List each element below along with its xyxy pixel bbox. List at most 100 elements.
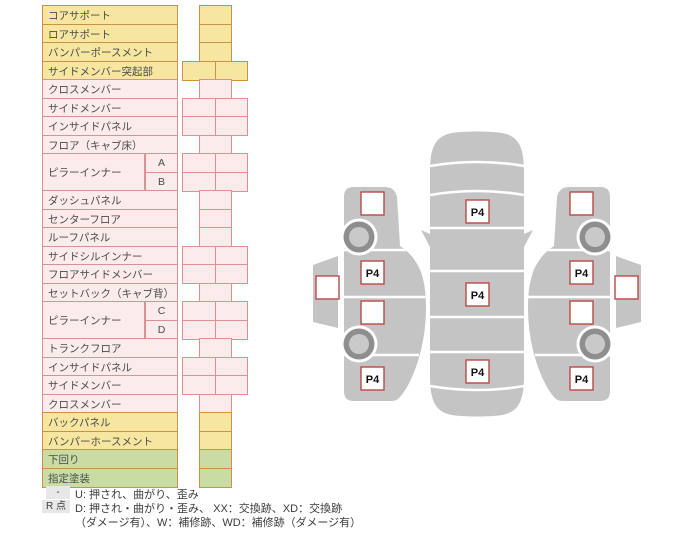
damage-state-cell[interactable] <box>198 209 232 229</box>
wheel-icon <box>340 325 378 363</box>
damage-state-cell[interactable] <box>182 264 216 284</box>
svg-text:P4: P4 <box>366 268 380 280</box>
damage-state-cell[interactable] <box>182 301 216 321</box>
marker-center-trunk[interactable]: P4 <box>465 359 490 384</box>
part-label: セットバック（キャブ背） <box>42 283 178 303</box>
legend-text-d: D: 押され・曲がり・歪み、 XX：交換跡、XD：交換跡 <box>75 503 343 515</box>
mirror-left <box>421 230 430 247</box>
part-label: センターフロア <box>42 209 178 229</box>
damage-state-cell[interactable] <box>198 338 232 358</box>
legend-text-u: U: 押され、曲がり、歪み <box>75 489 199 501</box>
part-label: サイドメンバー <box>42 375 178 395</box>
damage-state-cell[interactable] <box>182 246 216 266</box>
part-label: バンパーポースメント <box>42 42 178 62</box>
part-label: インサイドパネル <box>42 357 178 377</box>
damage-state-cell[interactable] <box>214 116 248 136</box>
marker-left-front[interactable] <box>360 191 385 216</box>
svg-text:P4: P4 <box>366 374 380 386</box>
part-label: フロア（キャブ床） <box>42 135 178 155</box>
wheel-icon <box>576 325 614 363</box>
damage-state-cell[interactable] <box>214 61 248 81</box>
part-label: コアサポート <box>42 5 178 25</box>
wheel-icon <box>576 218 614 256</box>
damage-state-cell[interactable] <box>182 357 216 377</box>
svg-text:P4: P4 <box>471 367 485 379</box>
marker-left-roof[interactable] <box>315 275 340 300</box>
part-label: クロスメンバー <box>42 394 178 414</box>
marker-center-hood[interactable]: P4 <box>465 199 490 224</box>
damage-state-cell[interactable] <box>198 24 232 44</box>
part-label: インサイドパネル <box>42 116 178 136</box>
marker-right-door-front[interactable]: P4 <box>569 260 594 285</box>
damage-state-cell[interactable] <box>182 153 216 173</box>
svg-text:P4: P4 <box>575 268 589 280</box>
vehicle-diagram: P4 P4 P4 P4 P4 P4 P4 <box>313 131 641 417</box>
part-sub-label: A <box>145 153 178 173</box>
damage-state-cell[interactable] <box>182 61 216 81</box>
wheel-icon <box>340 218 378 256</box>
marker-right-front[interactable] <box>569 191 594 216</box>
marker-right-roof[interactable] <box>614 275 639 300</box>
damage-state-cell[interactable] <box>214 320 248 340</box>
damage-state-cell[interactable] <box>198 449 232 469</box>
part-label: クロスメンバー <box>42 79 178 99</box>
damage-state-cell[interactable] <box>182 320 216 340</box>
part-label: サイドメンバー突起部 <box>42 61 178 81</box>
damage-state-cell[interactable] <box>198 283 232 303</box>
mirror-right <box>524 230 533 247</box>
damage-state-cell[interactable] <box>214 172 248 192</box>
damage-state-cell[interactable] <box>198 468 232 488</box>
damage-state-cell[interactable] <box>182 116 216 136</box>
damage-state-cell[interactable] <box>198 42 232 62</box>
part-label: サイドメンバー <box>42 98 178 118</box>
damage-state-cell[interactable] <box>214 153 248 173</box>
car-top-view <box>421 131 533 417</box>
part-sub-label: C <box>145 301 178 321</box>
damage-state-cell[interactable] <box>198 394 232 414</box>
damage-state-cell[interactable] <box>198 412 232 432</box>
panel-seam <box>429 189 525 197</box>
damage-state-cell[interactable] <box>214 375 248 395</box>
legend-chip-r-point: R 点 <box>42 500 70 513</box>
panel-seam <box>429 160 525 168</box>
part-label: バックパネル <box>42 412 178 432</box>
damage-state-cell[interactable] <box>214 357 248 377</box>
part-label: ピラーインナー <box>42 301 145 339</box>
part-sub-label: D <box>145 320 178 340</box>
damage-state-cell[interactable] <box>214 98 248 118</box>
marker-left-door-rear[interactable] <box>360 300 385 325</box>
part-label: ロアサポート <box>42 24 178 44</box>
marker-center-floor[interactable]: P4 <box>465 282 490 307</box>
marker-left-door-front[interactable]: P4 <box>360 260 385 285</box>
damage-state-cell[interactable] <box>198 227 232 247</box>
damage-state-cell[interactable] <box>182 375 216 395</box>
car-side-view-left <box>313 187 426 401</box>
damage-state-cell[interactable] <box>182 172 216 192</box>
marker-left-rear[interactable]: P4 <box>360 366 385 391</box>
damage-state-cell[interactable] <box>214 264 248 284</box>
damage-state-cell[interactable] <box>198 5 232 25</box>
damage-state-cell[interactable] <box>198 135 232 155</box>
damage-state-cell[interactable] <box>198 190 232 210</box>
legend-text-d-cont: （ダメージ有）、W：補修跡、WD：補修跡（ダメージ有） <box>75 517 362 529</box>
svg-text:P4: P4 <box>471 290 485 302</box>
damage-state-cell[interactable] <box>214 246 248 266</box>
panel-seam <box>429 384 525 392</box>
parts-damage-table: コアサポート ロアサポート バンパーポースメント サイドメンバー突起部 クロスメンバーサ… <box>42 5 292 488</box>
part-sub-label: B <box>145 172 178 192</box>
marker-right-door-rear[interactable] <box>569 300 594 325</box>
marker-right-rear[interactable]: P4 <box>569 366 594 391</box>
part-label: 下回り <box>42 449 178 469</box>
part-label: 指定塗装 <box>42 468 178 488</box>
part-label: ダッシュパネル <box>42 190 178 210</box>
damage-state-cell[interactable] <box>214 301 248 321</box>
part-label: ピラーインナー <box>42 153 145 191</box>
legend-chip-dash: - <box>46 486 70 499</box>
part-label: ルーフパネル <box>42 227 178 247</box>
part-label: フロアサイドメンバー <box>42 264 178 284</box>
damage-state-cell[interactable] <box>198 431 232 451</box>
svg-text:P4: P4 <box>471 207 485 219</box>
car-side-view-right <box>528 187 641 401</box>
damage-state-cell[interactable] <box>182 98 216 118</box>
damage-state-cell[interactable] <box>198 79 232 99</box>
